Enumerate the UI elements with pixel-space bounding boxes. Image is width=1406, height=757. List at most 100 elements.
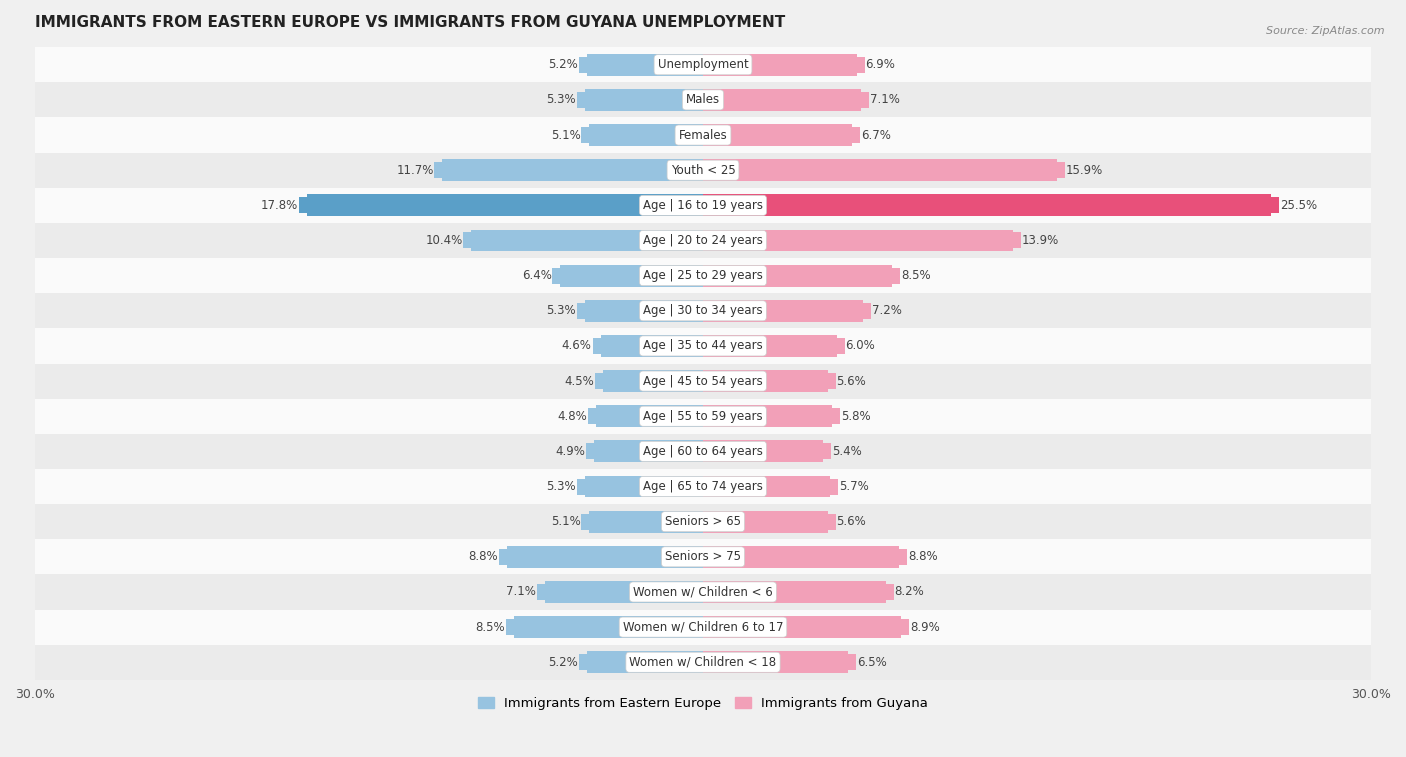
Text: 5.6%: 5.6% [837,375,866,388]
Text: Age | 35 to 44 years: Age | 35 to 44 years [643,339,763,353]
Bar [585,89,703,111]
Text: 5.1%: 5.1% [551,129,581,142]
Bar [585,300,703,322]
Text: 6.9%: 6.9% [866,58,896,71]
Bar [703,546,898,568]
Text: 8.8%: 8.8% [468,550,498,563]
Bar [596,405,703,427]
Bar [603,370,703,392]
Bar [35,609,1371,645]
Bar [35,363,1371,399]
Text: 5.8%: 5.8% [841,410,870,422]
Bar [513,616,703,638]
Bar [703,89,860,111]
Bar [703,581,886,603]
Text: 7.1%: 7.1% [506,585,536,599]
Text: 6.7%: 6.7% [860,129,891,142]
Bar [35,117,1371,153]
Bar [471,229,703,251]
Bar [35,188,1371,223]
Text: Women w/ Children 6 to 17: Women w/ Children 6 to 17 [623,621,783,634]
Bar [703,370,828,392]
Text: Age | 65 to 74 years: Age | 65 to 74 years [643,480,763,493]
Bar [703,511,828,533]
Text: 4.6%: 4.6% [562,339,592,353]
Text: 25.5%: 25.5% [1279,199,1317,212]
Text: Age | 30 to 34 years: Age | 30 to 34 years [643,304,763,317]
Bar [585,475,703,497]
Bar [589,511,703,533]
Bar [588,651,703,673]
Text: 8.5%: 8.5% [901,269,931,282]
Text: 11.7%: 11.7% [396,164,433,176]
Text: 5.1%: 5.1% [551,516,581,528]
Bar [703,475,830,497]
Bar [443,159,703,181]
Text: Males: Males [686,93,720,107]
Text: 4.9%: 4.9% [555,445,585,458]
Bar [508,546,703,568]
Text: 8.2%: 8.2% [894,585,924,599]
Text: 5.2%: 5.2% [548,656,578,668]
Text: 15.9%: 15.9% [1066,164,1104,176]
Bar [35,47,1371,83]
Text: 8.9%: 8.9% [910,621,939,634]
Text: 10.4%: 10.4% [425,234,463,247]
Text: 13.9%: 13.9% [1021,234,1059,247]
Text: 5.6%: 5.6% [837,516,866,528]
Bar [546,581,703,603]
Bar [600,335,703,357]
Bar [588,54,703,76]
Text: 6.5%: 6.5% [856,656,886,668]
Bar [703,265,893,287]
Text: Females: Females [679,129,727,142]
Bar [703,335,837,357]
Text: 4.8%: 4.8% [557,410,588,422]
Text: 7.1%: 7.1% [870,93,900,107]
Text: Women w/ Children < 6: Women w/ Children < 6 [633,585,773,599]
Text: Youth < 25: Youth < 25 [671,164,735,176]
Text: 8.5%: 8.5% [475,621,505,634]
Text: Unemployment: Unemployment [658,58,748,71]
Bar [703,229,1012,251]
Text: 5.3%: 5.3% [547,480,576,493]
Text: 5.4%: 5.4% [832,445,862,458]
Text: Women w/ Children < 18: Women w/ Children < 18 [630,656,776,668]
Text: Age | 55 to 59 years: Age | 55 to 59 years [643,410,763,422]
Bar [35,504,1371,539]
Text: Age | 25 to 29 years: Age | 25 to 29 years [643,269,763,282]
Text: Source: ZipAtlas.com: Source: ZipAtlas.com [1267,26,1385,36]
Bar [703,651,848,673]
Bar [703,159,1057,181]
Bar [703,441,824,463]
Bar [703,616,901,638]
Text: 6.0%: 6.0% [845,339,876,353]
Text: 17.8%: 17.8% [260,199,298,212]
Bar [703,124,852,146]
Text: Seniors > 75: Seniors > 75 [665,550,741,563]
Text: IMMIGRANTS FROM EASTERN EUROPE VS IMMIGRANTS FROM GUYANA UNEMPLOYMENT: IMMIGRANTS FROM EASTERN EUROPE VS IMMIGR… [35,15,785,30]
Text: Seniors > 65: Seniors > 65 [665,516,741,528]
Bar [35,539,1371,575]
Bar [35,83,1371,117]
Bar [35,153,1371,188]
Legend: Immigrants from Eastern Europe, Immigrants from Guyana: Immigrants from Eastern Europe, Immigran… [472,692,934,715]
Bar [35,399,1371,434]
Text: Age | 20 to 24 years: Age | 20 to 24 years [643,234,763,247]
Bar [35,575,1371,609]
Bar [307,195,703,217]
Bar [703,405,832,427]
Bar [35,258,1371,293]
Bar [35,645,1371,680]
Bar [35,469,1371,504]
Bar [35,329,1371,363]
Bar [35,223,1371,258]
Text: 4.5%: 4.5% [564,375,593,388]
Bar [703,300,863,322]
Bar [703,195,1271,217]
Bar [561,265,703,287]
Text: 5.3%: 5.3% [547,93,576,107]
Bar [589,124,703,146]
Bar [35,434,1371,469]
Bar [593,441,703,463]
